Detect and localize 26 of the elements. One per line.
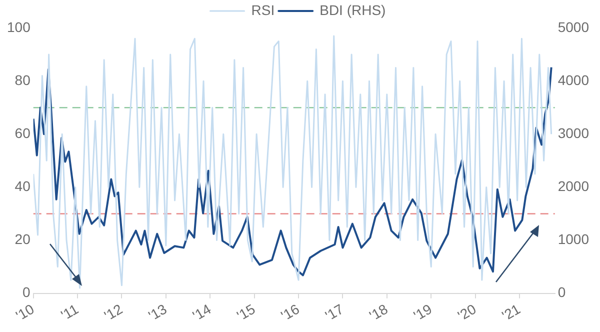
x-tick-label: '15 bbox=[234, 300, 258, 324]
x-tick-label: '21 bbox=[499, 300, 524, 324]
y2-tick-label: 1000 bbox=[558, 231, 590, 248]
y-tick-label: 100 bbox=[7, 18, 31, 35]
y2-tick-label: 0 bbox=[558, 284, 566, 300]
y-tick-label: 80 bbox=[14, 72, 31, 88]
y2-tick-label: 5000 bbox=[558, 18, 590, 35]
legend-label: BDI (RHS) bbox=[320, 2, 386, 18]
y2-tick-label: 4000 bbox=[558, 72, 590, 88]
x-tick-label: '18 bbox=[366, 300, 391, 324]
y2-tick-label: 3000 bbox=[558, 124, 590, 141]
x-tick-label: '16 bbox=[278, 300, 302, 324]
x-tick-label: '13 bbox=[146, 300, 170, 324]
x-tick-label: '14 bbox=[190, 300, 214, 324]
y-tick-label: 60 bbox=[14, 124, 31, 141]
y-tick-label: 40 bbox=[14, 178, 31, 194]
x-tick-label: '11 bbox=[58, 300, 82, 324]
x-tick-label: '17 bbox=[322, 300, 346, 324]
x-tick-label: '10 bbox=[12, 300, 37, 324]
x-tick-label: '20 bbox=[454, 300, 479, 324]
y2-tick-label: 2000 bbox=[558, 178, 590, 194]
x-tick-label: '12 bbox=[101, 300, 126, 324]
x-tick-label: '19 bbox=[410, 300, 435, 324]
y-tick-label: 0 bbox=[22, 284, 31, 300]
y-tick-label: 20 bbox=[14, 231, 31, 248]
legend-label: RSI bbox=[251, 2, 275, 18]
